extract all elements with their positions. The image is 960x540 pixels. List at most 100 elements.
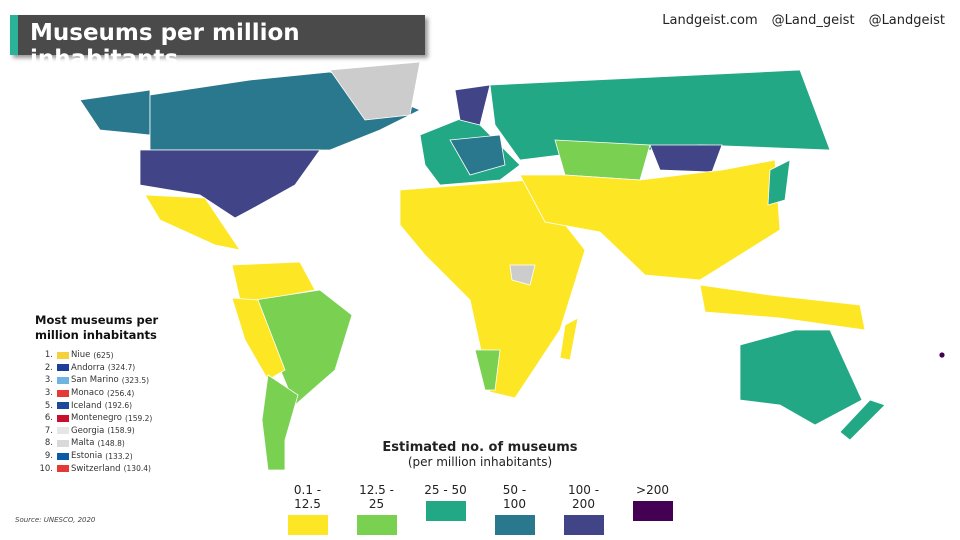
value: (133.2) [105, 451, 133, 461]
legend-subtitle: (per million inhabitants) [407, 455, 553, 469]
ranking-row: 6. Montenegro (159.2) [35, 412, 195, 425]
legend-swatch [563, 515, 604, 535]
no-data [509, 264, 536, 286]
ranking: Most museums per million inhabitants 1. N… [35, 313, 195, 475]
legend-bins: 0.1 - 12.5 12.5 - 25 25 - 50 50 - 100 100 - … [270, 483, 690, 535]
flag [57, 402, 69, 410]
flag [57, 389, 69, 397]
central-europe [449, 134, 506, 176]
rank: 2. [44, 362, 53, 373]
flag [57, 452, 69, 460]
ranking-row: 10. Switzerland (130.4) [35, 462, 195, 475]
legend-item: 100 - 200 [561, 483, 606, 535]
value: (148.8) [97, 438, 125, 448]
title-banner: Museums per million inhabitants [10, 15, 425, 72]
kazakhstan [554, 139, 651, 181]
rank: 1. [44, 350, 53, 361]
legend-label: 12.5 - 25 [359, 483, 394, 511]
site: Landgeist.com [662, 13, 758, 28]
country: Monaco [71, 388, 105, 399]
scandinavia [454, 84, 491, 126]
ranking-row: 7. Georgia (158.9) [35, 425, 195, 438]
legend: Estimated no. of museums (per million in… [270, 440, 690, 535]
usa [139, 149, 321, 219]
value: (192.6) [104, 401, 133, 411]
ranking-row: 3. San Marino (323.5) [35, 374, 195, 387]
country: Estonia [71, 451, 103, 462]
rank: 9. [44, 451, 53, 462]
legend-label: 25 - 50 [424, 483, 467, 497]
legend-label: 100 - 200 [567, 483, 600, 511]
flag [57, 351, 69, 359]
alaska [79, 89, 151, 136]
flag [57, 465, 69, 473]
indonesia [699, 284, 866, 331]
rank: 6. [44, 413, 53, 424]
legend-item: 50 - 100 [492, 483, 537, 535]
ranking-title: Most museums per million inhabitants [35, 313, 159, 342]
flag [57, 439, 69, 447]
legend-swatch [632, 501, 673, 521]
rank: 7. [44, 425, 53, 436]
legend-swatch [494, 515, 535, 535]
country: Montenegro [71, 413, 123, 424]
andes [231, 297, 286, 381]
mongolia [649, 144, 723, 173]
ranking-row: 9. Estonia (133.2) [35, 450, 195, 463]
legend-swatch [287, 515, 328, 535]
madagascar [559, 317, 579, 361]
legend-swatch [425, 501, 466, 521]
rank: 8. [44, 438, 53, 449]
value: (323.5) [121, 375, 150, 385]
legend-title: Estimated no. of museums [382, 440, 578, 455]
source: Source: UNESCO, 2020 [15, 516, 96, 524]
country: San Marino [71, 375, 119, 386]
country: Malta [71, 438, 95, 449]
title: Museums per million inhabitants [30, 20, 300, 72]
flag [57, 427, 69, 435]
japan [767, 159, 791, 206]
country: Georgia [71, 425, 105, 436]
legend-item: 25 - 50 [423, 483, 468, 535]
instagram: @Land_geist [771, 13, 855, 28]
value: (130.4) [123, 464, 151, 474]
rank: 10. [39, 463, 53, 474]
country: Switzerland [71, 463, 121, 474]
greenland [329, 61, 421, 121]
brand: Landgeist.com @Land_geist @Landgeist [662, 13, 945, 28]
ranking-row: 8. Malta (148.8) [35, 437, 195, 450]
legend-item: 0.1 - 12.5 [285, 483, 330, 535]
legend-label: 50 - 100 [502, 483, 527, 511]
ranking-row: 2. Andorra (324.7) [35, 362, 195, 375]
country: Iceland [71, 400, 102, 411]
asia [519, 159, 781, 281]
twitter: @Landgeist [868, 13, 945, 28]
legend-item: 12.5 - 25 [354, 483, 399, 535]
legend-item: >200 [630, 483, 675, 535]
value: (324.7) [107, 363, 136, 373]
country: Andorra [71, 362, 105, 373]
flag [57, 414, 69, 422]
value: (159.2) [125, 413, 153, 423]
ranking-row: 3. Monaco (256.4) [35, 387, 195, 400]
flag [57, 364, 69, 372]
rank: 3. [44, 375, 53, 386]
country: Niue [71, 350, 91, 361]
namibia [474, 349, 501, 391]
legend-label: 0.1 - 12.5 [293, 483, 322, 511]
legend-label: >200 [636, 483, 669, 497]
ranking-row: 5. Iceland (192.6) [35, 399, 195, 412]
argentina [261, 374, 299, 471]
australia [739, 329, 863, 426]
ranking-row: 1. Niue (625) [35, 349, 195, 362]
new-zealand [839, 399, 886, 441]
rank: 5. [44, 400, 53, 411]
ranking-rows: 1. Niue (625) 2. Andorra (324.7) 3. San Marino(… [35, 349, 195, 475]
rank: 3. [44, 388, 53, 399]
value: (256.4) [107, 388, 135, 398]
central-america [144, 194, 241, 251]
legend-swatch [356, 515, 397, 535]
russia [489, 69, 831, 161]
